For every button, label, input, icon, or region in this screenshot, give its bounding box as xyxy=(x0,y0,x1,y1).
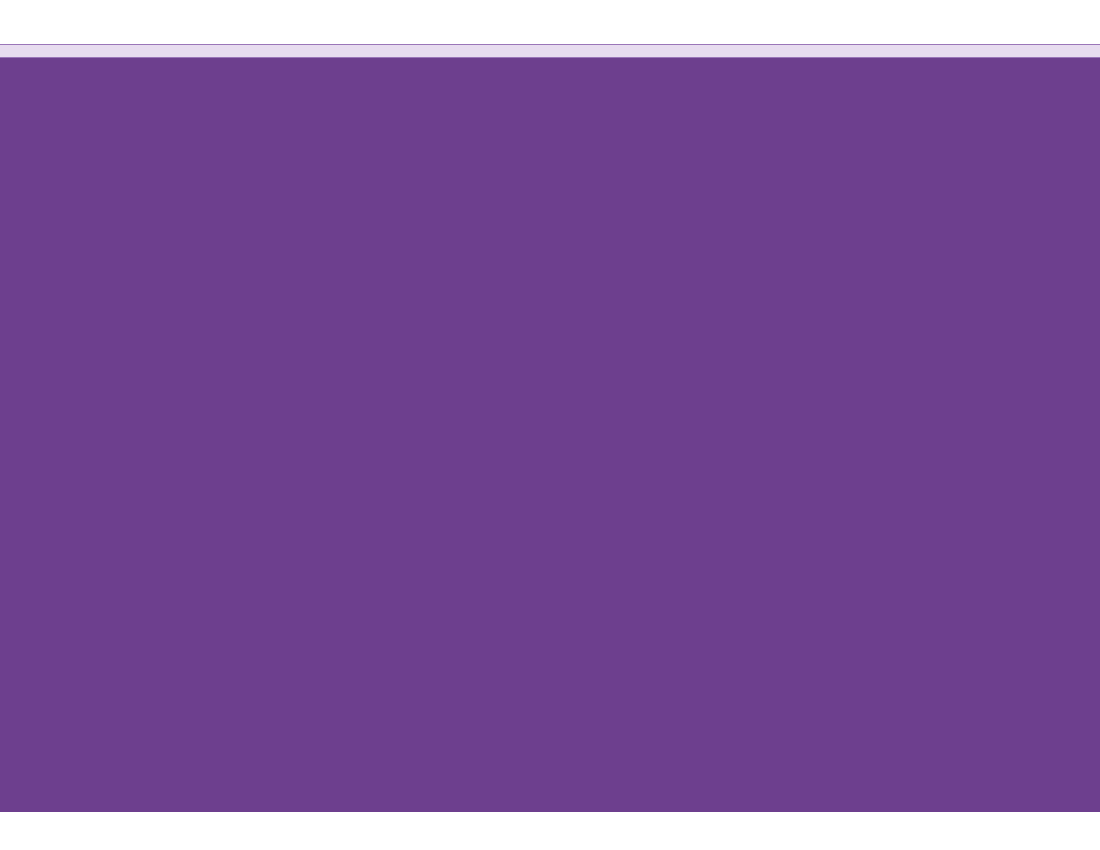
map-canvas[interactable] xyxy=(0,58,1100,812)
colorbar-ticks xyxy=(0,812,1100,832)
attribution-strip xyxy=(0,44,1100,58)
colorbar-gradient xyxy=(14,834,1086,848)
colorbar[interactable] xyxy=(0,812,1100,850)
temperature-field xyxy=(0,58,1100,812)
header xyxy=(0,0,1100,44)
temperature-label-layer xyxy=(0,58,1100,812)
